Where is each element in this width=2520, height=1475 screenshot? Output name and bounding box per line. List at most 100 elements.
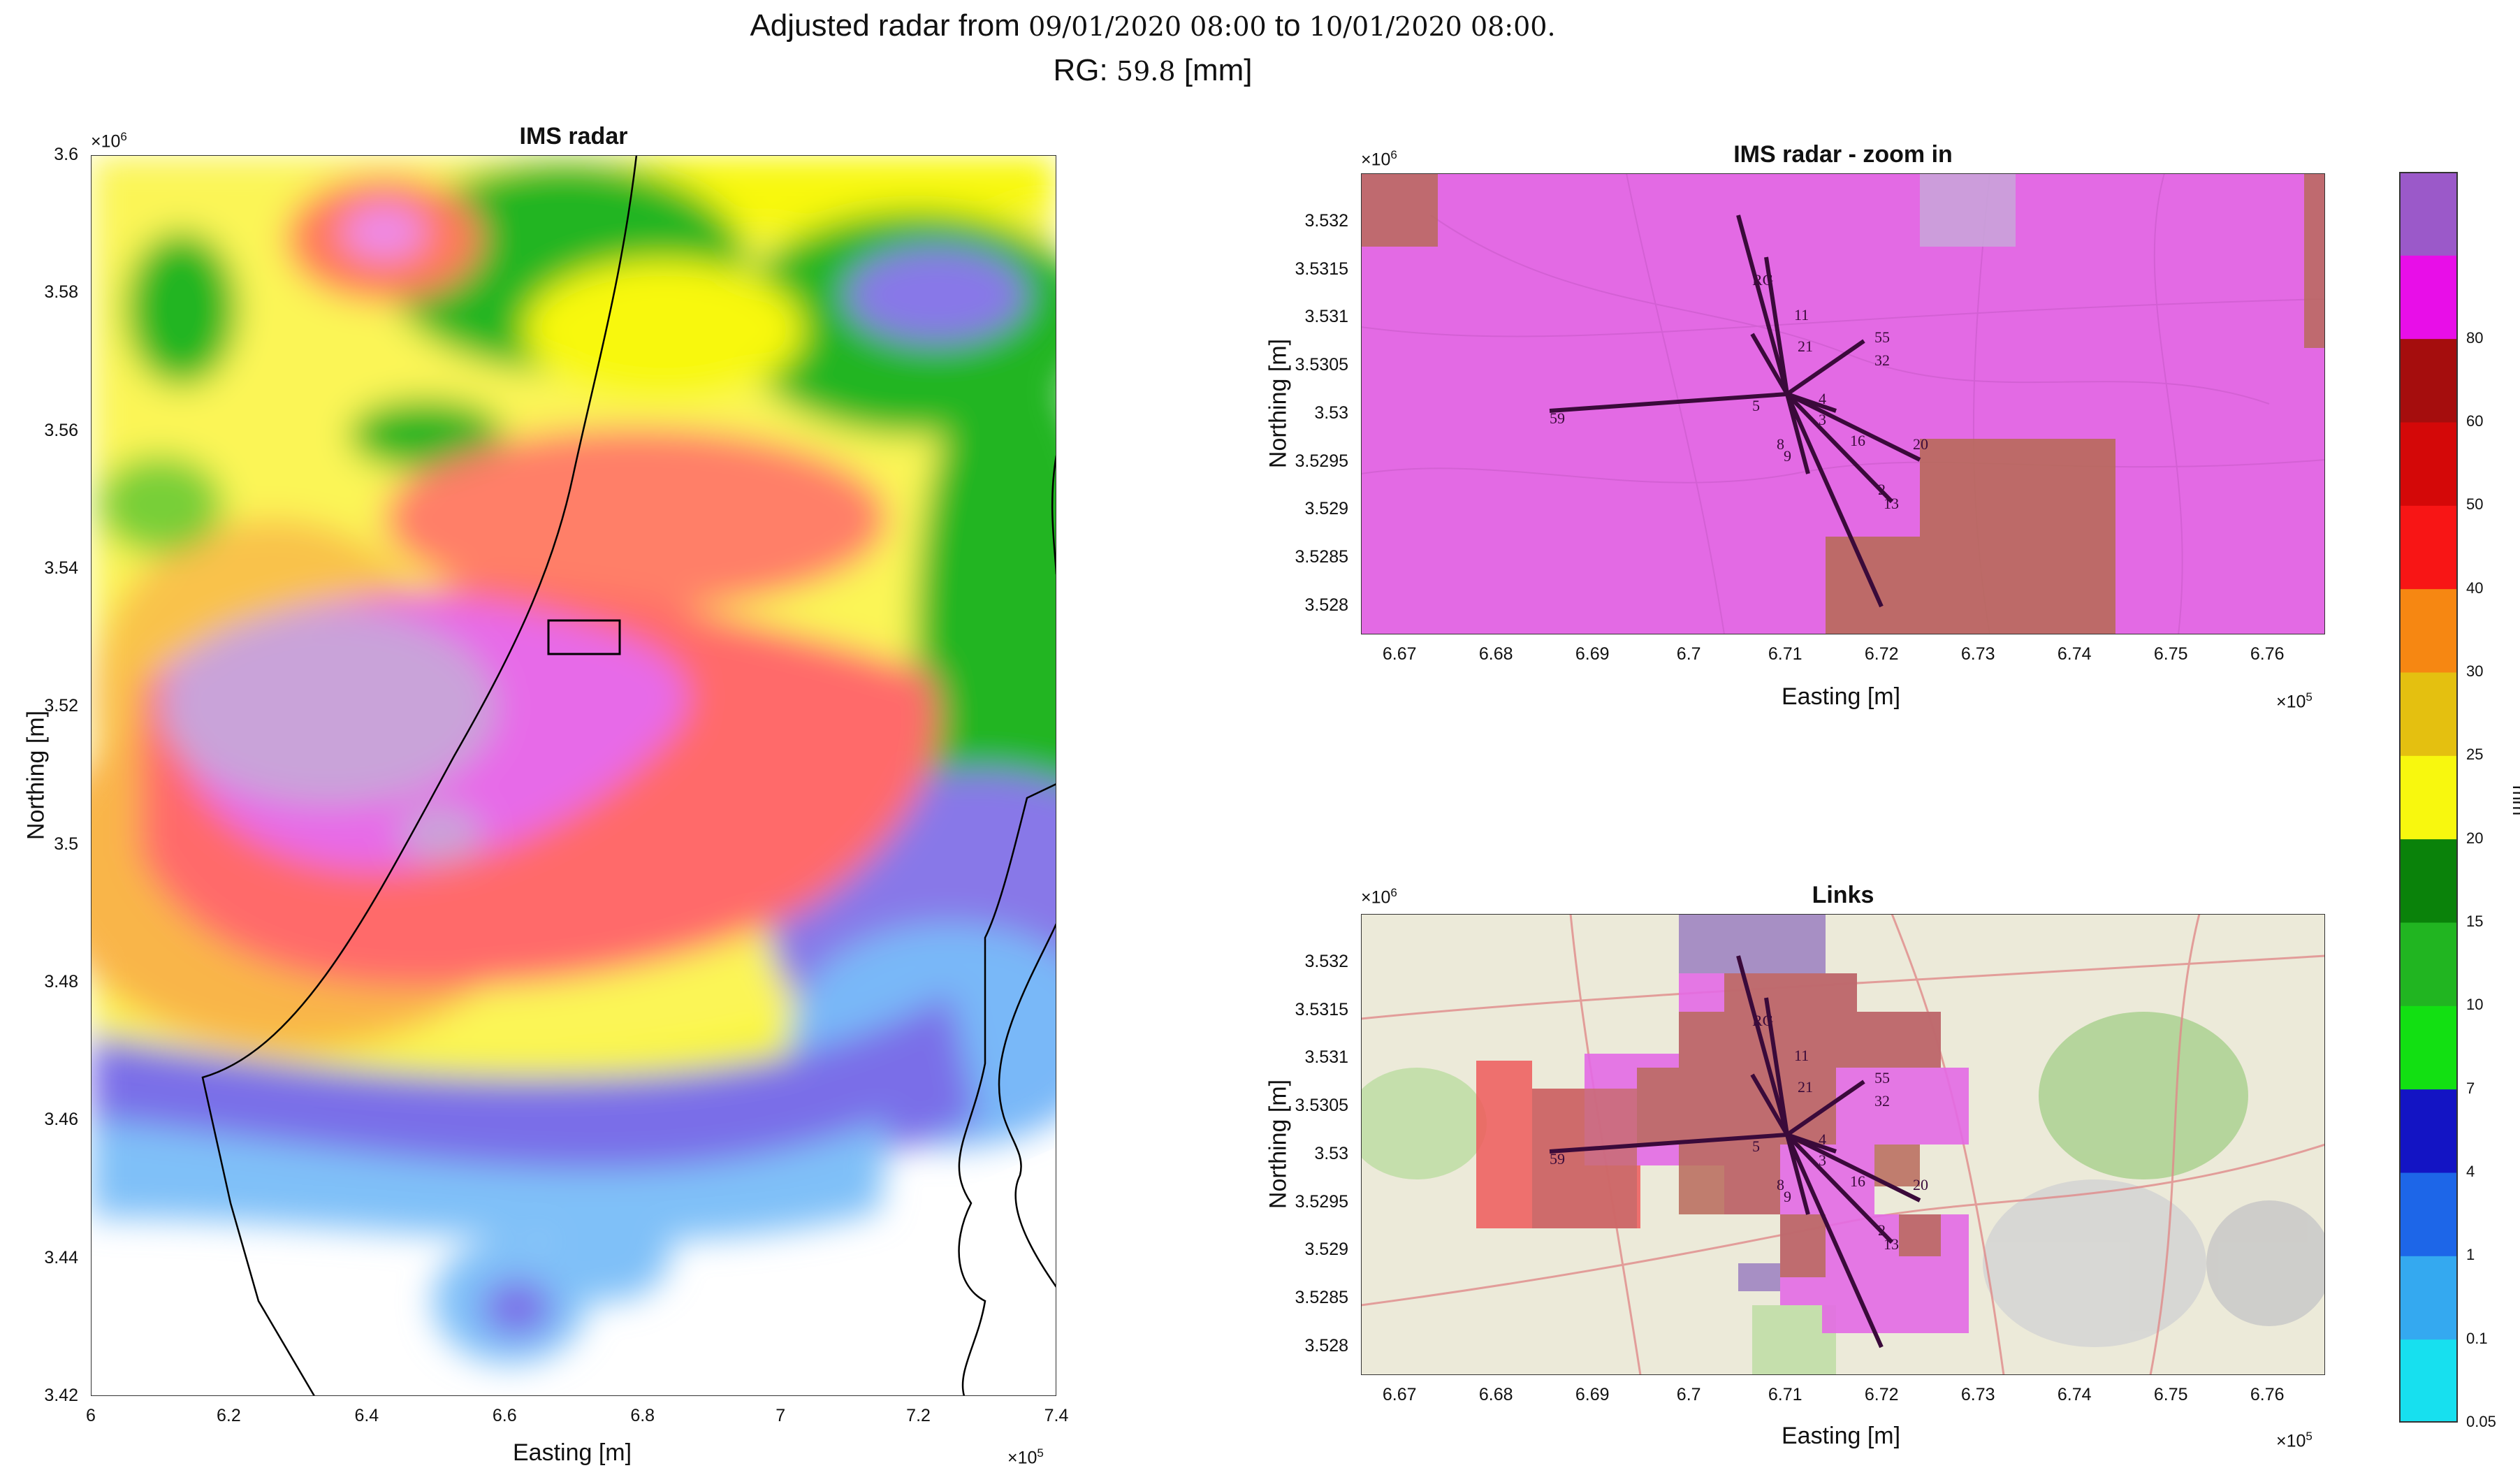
zoom-heatmap-plot: RG 11 21 32 55 59 3 4 16 20 213 89 5 — [1361, 173, 2325, 634]
x-tick-label: 6.74 — [2057, 644, 2092, 664]
x-tick-label: 6.7 — [1676, 1385, 1701, 1404]
y-axis-label-1: Northing [m] — [22, 710, 50, 841]
x-tick-label: 6.68 — [1478, 1385, 1513, 1404]
y-tick-label: 3.5285 — [1295, 547, 1348, 567]
y-tick-label: 3.528 — [1304, 1335, 1348, 1356]
colorbar-unit: mm — [2509, 785, 2520, 816]
x-tick-label: 7 — [775, 1406, 786, 1425]
x-tick-label: 6.2 — [217, 1406, 241, 1425]
link-line — [1786, 339, 1865, 396]
link-label: 20 — [1913, 435, 1928, 453]
x-tick-label: 6.69 — [1575, 644, 1610, 664]
border-lines — [201, 155, 1056, 1396]
link-line — [1785, 1134, 1810, 1215]
link-label: 13 — [1884, 495, 1899, 512]
link-line — [1764, 997, 1789, 1135]
x-tick-label: 6.71 — [1768, 644, 1802, 664]
link-label: 4 — [1819, 390, 1826, 407]
link-line — [1785, 392, 1894, 504]
link-line — [1786, 392, 1921, 462]
y-tick-label: 3.44 — [44, 1247, 78, 1267]
x-tick-label: 6.74 — [2057, 1385, 2092, 1404]
x-tick-label: 6.73 — [1960, 644, 1995, 664]
x-tick-label: 6.69 — [1575, 1385, 1610, 1404]
link-line — [1785, 1133, 1800, 1160]
link-line — [1785, 393, 1810, 474]
link-label: RG — [1752, 1012, 1774, 1029]
colorbar-tick-label: 10 — [2466, 996, 2484, 1014]
title-end-date: 10/01/2020 08:00. — [1309, 11, 1556, 42]
x-tick-label: 6.72 — [1864, 1385, 1899, 1404]
link-line — [1785, 393, 1800, 419]
colorbar-segment — [2399, 338, 2458, 423]
x-tick-label: 6.75 — [2153, 644, 2188, 664]
x-tick-label: 6.67 — [1382, 1385, 1417, 1404]
colorbar-segment — [2399, 255, 2458, 340]
link-label: 55 — [1874, 1069, 1890, 1087]
y-tick-label: 3.48 — [44, 972, 78, 991]
y-axis-label-2: Northing [m] — [1265, 338, 1292, 469]
link-label: 2 — [1878, 1221, 1886, 1239]
link-line — [1736, 955, 1789, 1135]
colorbar-segment — [2399, 1172, 2458, 1256]
x-tick-label: 6.71 — [1768, 1385, 1802, 1404]
colorbar-tick-label: 1 — [2466, 1246, 2475, 1264]
y-tick-label: 3.5305 — [1295, 355, 1348, 375]
x-tick-label: 6.6 — [492, 1406, 517, 1425]
colorbar-tick-label: 7 — [2466, 1079, 2475, 1097]
link-label: 4 — [1819, 1131, 1826, 1148]
colorbar-tick-label: 80 — [2466, 328, 2484, 347]
y-tick-label: 3.5315 — [1295, 259, 1348, 279]
y-tick-label: 3.52 — [44, 696, 78, 716]
y-tick-label: 3.56 — [44, 420, 78, 440]
colorbar-segment — [2399, 505, 2458, 590]
x-tick-label: 6.72 — [1864, 644, 1899, 664]
colorbar-segment — [2399, 1005, 2458, 1090]
y-exponent-1: ×106 — [91, 130, 127, 152]
colorbar-tick-label: 40 — [2466, 579, 2484, 597]
y-tick-label: 3.5285 — [1295, 1288, 1348, 1307]
link-line — [1750, 1073, 1789, 1136]
link-label: 3 — [1819, 1151, 1826, 1169]
colorbar-tick-label: 60 — [2466, 412, 2484, 430]
y-tick-label: 3.54 — [44, 558, 78, 578]
panel-title-links: Links — [1812, 882, 1874, 908]
link-line — [1785, 1133, 1894, 1244]
figure-title-line-1: Adjusted radar from 09/01/2020 08:00 to … — [0, 8, 2306, 43]
link-line — [1785, 1133, 1884, 1349]
link-label: 21 — [1798, 1078, 1813, 1096]
radar-heatmap-plot — [91, 155, 1056, 1396]
y-tick-label: 3.5315 — [1295, 999, 1348, 1019]
link-label: 5 — [1752, 1138, 1760, 1155]
zoom-cell-brown — [1361, 173, 1438, 247]
colorbar-segment — [2399, 588, 2458, 673]
link-label: 9 — [1784, 447, 1791, 465]
colorbar-segment — [2399, 672, 2458, 756]
title-start-date: 09/01/2020 08:00 — [1028, 11, 1267, 42]
x-tick-label: 7.4 — [1044, 1406, 1069, 1425]
y-tick-label: 3.528 — [1304, 595, 1348, 615]
link-line — [1764, 256, 1789, 395]
rg-unit: [mm] — [1175, 53, 1253, 87]
link-line — [1736, 215, 1789, 395]
y-tick-label: 3.58 — [44, 282, 78, 303]
link-rain-cells — [1476, 914, 1969, 1333]
link-label: 32 — [1874, 1092, 1890, 1110]
colorbar-segment — [2399, 172, 2458, 256]
rain-core-lavender — [161, 609, 496, 805]
x-tick-label: 6.8 — [630, 1406, 655, 1425]
zoom-region-brown — [1826, 439, 2115, 634]
rain-field — [91, 155, 1056, 1364]
y-axis-label-3: Northing [m] — [1265, 1079, 1292, 1209]
colorbar-tick-label: 4 — [2466, 1163, 2475, 1180]
link-label: 59 — [1550, 1150, 1565, 1168]
y-tick-label: 3.5 — [54, 834, 78, 854]
colorbar-tick-label: 20 — [2466, 829, 2484, 847]
y-exponent-2: ×106 — [1361, 148, 1397, 170]
border-line-west — [201, 155, 638, 1396]
x-exponent-1: ×105 — [1007, 1446, 1044, 1468]
colorbar-segment — [2399, 755, 2458, 840]
panel-title-zoom: IMS radar - zoom in — [1733, 141, 1953, 168]
y-tick-label: 3.529 — [1304, 499, 1348, 519]
y-tick-label: 3.46 — [44, 1110, 78, 1130]
